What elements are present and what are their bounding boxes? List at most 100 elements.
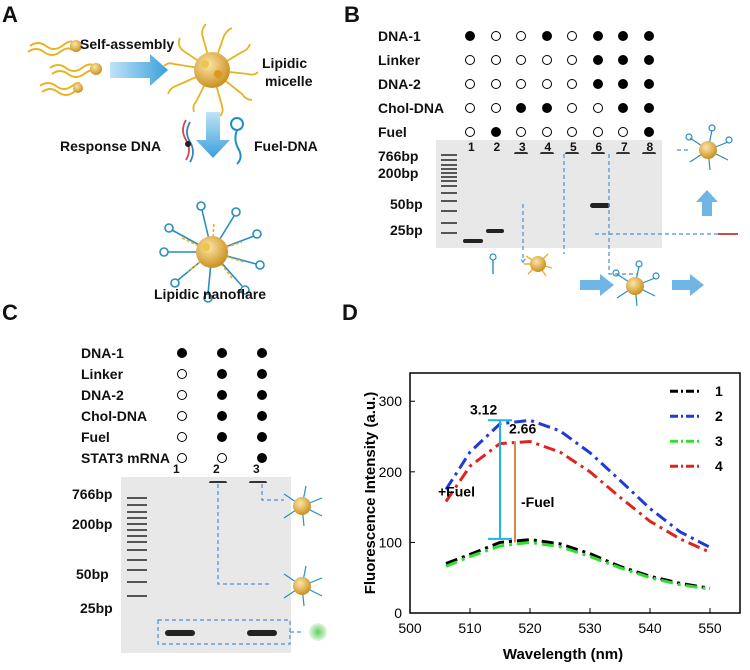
ladder-band <box>441 154 457 156</box>
gel-well <box>514 152 528 157</box>
b-marker-25: 25bp <box>390 222 423 238</box>
c-gel <box>121 477 291 653</box>
b-schematic-arrows <box>489 124 738 307</box>
gel-well <box>209 481 227 486</box>
filled-dot <box>592 31 603 41</box>
empty-dot <box>567 103 577 113</box>
empty-dot <box>567 31 577 41</box>
filled-dot <box>177 348 187 358</box>
ladder-band <box>441 232 457 234</box>
empty-dot <box>490 31 501 41</box>
ladder-band <box>441 168 457 170</box>
ladder-band <box>127 504 147 506</box>
filled-dot <box>618 31 628 41</box>
plot-frame <box>409 372 741 614</box>
empty-dot <box>592 103 603 113</box>
filled-dot <box>217 432 227 442</box>
c-band-lane1 <box>165 630 195 636</box>
ladder-band <box>441 210 457 212</box>
filled-dot <box>257 432 267 442</box>
b-row-label: Linker <box>378 52 421 68</box>
b-band-lane1 <box>463 239 483 243</box>
ladder-band <box>441 200 457 202</box>
filled-dot <box>618 103 628 113</box>
empty-dot <box>592 127 603 137</box>
empty-dot <box>567 127 577 137</box>
ladder-band <box>441 222 457 224</box>
y-tick-label: 0 <box>394 605 402 621</box>
panel-d-label: D <box>342 300 358 325</box>
filled-dot <box>465 31 475 41</box>
ladder-band <box>441 185 457 187</box>
ladder-band <box>441 176 457 178</box>
filled-dot <box>592 79 603 89</box>
filled-dot <box>217 348 227 358</box>
legend-label-2: 2 <box>715 408 723 424</box>
micelle-label-2: micelle <box>265 73 313 89</box>
response-dna-label: Response DNA <box>60 138 162 154</box>
b-marker-766: 766bp <box>378 148 419 164</box>
c-marker-25: 25bp <box>80 600 113 616</box>
filled-dot <box>217 390 227 400</box>
ladder-band <box>127 549 147 551</box>
ladder-band <box>441 180 457 182</box>
filled-dot <box>618 79 628 89</box>
c-row-label: DNA-2 <box>81 387 124 403</box>
gel-well <box>539 152 554 157</box>
empty-dot <box>567 55 577 65</box>
b-band-lane2 <box>486 229 504 233</box>
ladder-band <box>441 192 457 194</box>
filled-dot <box>541 31 552 41</box>
gel-well <box>590 152 605 157</box>
ladder-band <box>127 511 147 513</box>
filled-dot <box>257 348 267 358</box>
empty-dot <box>177 432 187 442</box>
b-row-label: DNA-2 <box>378 76 421 92</box>
minus-fuel-label: -Fuel <box>521 494 554 510</box>
empty-dot <box>465 103 475 113</box>
empty-dot <box>217 453 227 463</box>
gel-well <box>641 152 656 157</box>
gel-well <box>565 152 579 157</box>
ratio-minus-fuel: 2.66 <box>509 420 536 436</box>
response-dna-strand <box>182 119 194 163</box>
y-tick-label: 200 <box>379 464 403 480</box>
b-row-label: DNA-1 <box>378 28 421 44</box>
series-line-2 <box>444 418 711 549</box>
legend-label-1: 1 <box>715 383 723 399</box>
b-row-label: Chol-DNA <box>378 100 445 116</box>
ladder-band <box>441 159 457 161</box>
b-band-lane6 <box>590 203 610 208</box>
filled-dot <box>643 79 654 89</box>
filled-dot <box>257 369 267 379</box>
c-row-label: DNA-1 <box>81 345 124 361</box>
empty-dot <box>490 79 501 89</box>
ladder-band <box>127 559 147 561</box>
legend-label-4: 4 <box>715 458 723 474</box>
x-tick-label: 550 <box>698 620 722 636</box>
empty-dot <box>465 127 475 137</box>
series-line-4 <box>444 439 711 554</box>
gel-well <box>616 152 630 157</box>
empty-dot <box>567 79 577 89</box>
x-tick-label: 520 <box>518 620 542 636</box>
panel-a-schematic <box>27 23 265 303</box>
plus-fuel-label: +Fuel <box>438 484 475 500</box>
c-schematic-arrows <box>157 484 327 645</box>
empty-dot <box>490 55 501 65</box>
c-marker-766: 766bp <box>72 486 113 502</box>
lane-number: 6 <box>595 140 603 154</box>
legend-label-3: 3 <box>715 433 723 449</box>
filled-dot <box>217 369 227 379</box>
empty-dot <box>516 79 526 89</box>
lane-number: 3 <box>519 140 526 154</box>
ladder-band <box>127 497 147 499</box>
filled-dot <box>643 127 654 137</box>
c-marker-200: 200bp <box>72 516 113 532</box>
empty-dot <box>177 390 187 400</box>
empty-dot <box>465 55 475 65</box>
empty-dot <box>177 411 187 421</box>
c-row-label: Linker <box>81 366 124 382</box>
c-row-label: Chol-DNA <box>81 408 148 424</box>
lane-number: 4 <box>544 140 552 154</box>
